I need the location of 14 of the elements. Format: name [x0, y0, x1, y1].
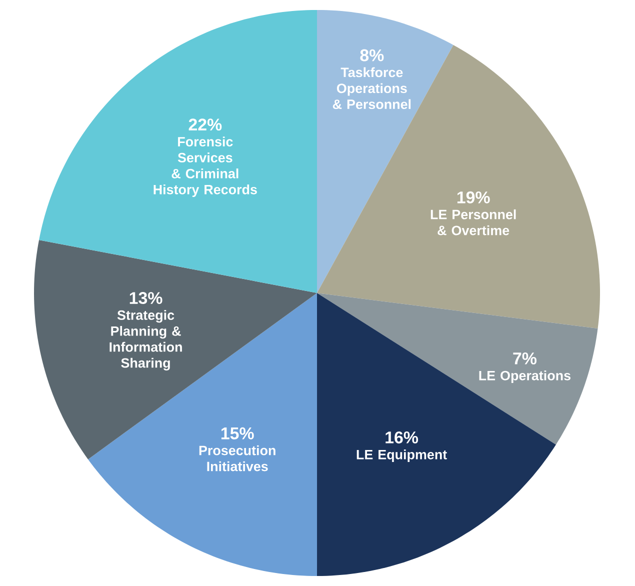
slice-label: LE Equipment: [356, 449, 447, 462]
data-label: 13%: [130, 292, 162, 304]
data-label: 15%: [221, 427, 254, 440]
data-label: 19%: [457, 191, 490, 204]
data-label: 7%: [513, 352, 536, 364]
slice-label: Prosecution Initiatives: [199, 445, 276, 472]
slice-label: Forensic Services & Criminal History Records: [154, 136, 257, 197]
slice-label: Strategic Planning & Information Sharing: [110, 310, 182, 370]
slice-label: Taskforce Operations & Personnel: [332, 67, 411, 110]
data-label: 16%: [386, 431, 418, 444]
data-label: 22%: [188, 118, 222, 131]
data-label: 8%: [360, 49, 384, 62]
slice-label: LE Operations: [479, 370, 570, 384]
slice-label: LE Personnel & Overtime: [430, 209, 516, 236]
